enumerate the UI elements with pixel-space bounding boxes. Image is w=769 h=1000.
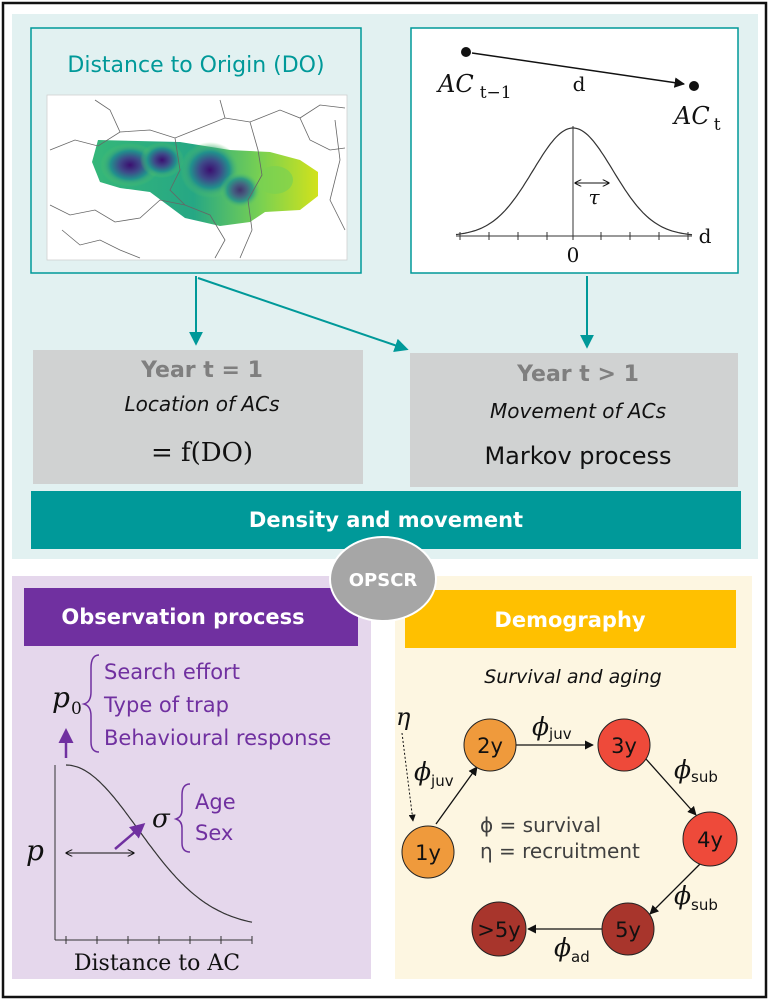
phi-juv-subscript-2: juv bbox=[548, 725, 572, 743]
density-hotspot bbox=[257, 166, 293, 194]
demography-diagram: η 1y 2y 3y 4y 5y >5y ϕjuv ϕjuv ϕsub ϕs bbox=[396, 703, 738, 966]
svg-text:ϕjuv: ϕjuv bbox=[532, 712, 572, 743]
phi-sub-subscript-2: sub bbox=[691, 896, 718, 914]
do-map bbox=[46, 94, 348, 261]
svg-text:ACt: AC t bbox=[672, 102, 721, 135]
legend-survival: ϕ = survival bbox=[480, 813, 601, 837]
year1-formula: = f(DO) bbox=[151, 438, 253, 468]
node-3y bbox=[597, 718, 651, 772]
demography-header bbox=[405, 590, 736, 648]
year1-title: Year t = 1 bbox=[140, 358, 263, 383]
opscr-hub-label: OPSCR bbox=[349, 570, 418, 591]
movement-diagram: AC t−1 AC t d τ 0 d bbox=[436, 47, 721, 267]
axis-d-label: d bbox=[699, 224, 712, 248]
node-5y-label: 5y bbox=[615, 918, 641, 942]
density-hotspot bbox=[220, 172, 260, 208]
movement-axis-ticks bbox=[459, 232, 689, 240]
map-borders bbox=[49, 99, 346, 259]
node-2y bbox=[463, 718, 517, 772]
p0-item-behavioural-response: Behavioural response bbox=[104, 726, 331, 750]
phi-sub-subscript-1: sub bbox=[691, 768, 718, 786]
node-3y-label: 3y bbox=[611, 734, 637, 758]
svg-text:ϕjuv: ϕjuv bbox=[414, 757, 454, 790]
year2-formula: Markov process bbox=[484, 442, 671, 470]
detection-diagram: p0 Search effort Type of trap Behavioura… bbox=[26, 654, 331, 976]
movement-kernel-curve bbox=[455, 127, 693, 236]
p0-label: p bbox=[52, 681, 70, 714]
arrow-1y-2y bbox=[435, 766, 478, 825]
detection-y-label: p bbox=[26, 834, 44, 867]
ac-current-point bbox=[689, 81, 699, 91]
phi-juv-label-2: ϕ bbox=[532, 712, 549, 741]
node-1y bbox=[401, 825, 455, 879]
movement-box bbox=[410, 27, 739, 274]
node-2y-label: 2y bbox=[477, 734, 503, 758]
detection-x-ticks bbox=[65, 936, 253, 944]
ac-prev-label: AC bbox=[436, 70, 474, 98]
arrow-3y-4y bbox=[645, 758, 697, 816]
arrow-do-to-year2 bbox=[197, 277, 409, 353]
eta-label: η bbox=[396, 703, 411, 731]
phi-sub-label-2: ϕ bbox=[674, 881, 691, 910]
sigma-brace bbox=[173, 783, 191, 853]
year2-subtitle: Movement of ACs bbox=[490, 399, 666, 423]
detection-curve bbox=[65, 764, 253, 923]
tau-label: τ bbox=[588, 185, 600, 209]
axis-zero-label: 0 bbox=[567, 243, 580, 267]
p0-item-type-of-trap: Type of trap bbox=[103, 693, 229, 717]
p0-brace bbox=[81, 654, 100, 753]
p0-item-search-effort: Search effort bbox=[104, 660, 240, 684]
node-5y bbox=[601, 902, 655, 956]
ac-current-subscript: t bbox=[714, 115, 721, 135]
phi-sub-label-1: ϕ bbox=[674, 755, 691, 784]
density-banner-label: Density and movement bbox=[249, 508, 523, 532]
demography-header-label: Demography bbox=[494, 608, 646, 632]
year1-box bbox=[33, 350, 363, 484]
ac-prev-subscript: t−1 bbox=[480, 83, 512, 103]
phi-ad-subscript: ad bbox=[571, 948, 590, 966]
demography-subtitle: Survival and aging bbox=[484, 666, 662, 688]
recruitment-arrow bbox=[401, 732, 416, 822]
svg-text:ϕsub: ϕsub bbox=[674, 755, 718, 786]
p0-subscript: 0 bbox=[71, 699, 82, 719]
density-hotspot bbox=[140, 142, 184, 178]
ac-current-label: AC bbox=[672, 102, 710, 130]
sigma-item-sex: Sex bbox=[195, 821, 233, 845]
legend-recruitment: η = recruitment bbox=[480, 839, 640, 863]
node-gt5y bbox=[471, 901, 527, 957]
year2-box bbox=[410, 353, 738, 487]
node-1y-label: 1y bbox=[415, 841, 441, 865]
displacement-arrow bbox=[471, 52, 686, 88]
node-gt5y-label: >5y bbox=[477, 918, 520, 942]
distance-label: d bbox=[573, 72, 586, 96]
detection-x-label: Distance to AC bbox=[74, 951, 240, 976]
phi-juv-subscript-1: juv bbox=[430, 772, 454, 790]
svg-text:ϕad: ϕad bbox=[554, 933, 590, 966]
arrow-4y-5y bbox=[649, 863, 701, 915]
year2-title: Year t > 1 bbox=[516, 362, 639, 387]
phi-ad-label: ϕ bbox=[554, 933, 571, 962]
do-title: Distance to Origin (DO) bbox=[67, 53, 324, 78]
ac-prev-point bbox=[461, 47, 471, 57]
sigma-item-age: Age bbox=[195, 790, 236, 814]
node-4y bbox=[682, 811, 738, 867]
node-4y-label: 4y bbox=[697, 828, 723, 852]
svg-text:ϕsub: ϕsub bbox=[674, 881, 718, 914]
opscr-hub bbox=[329, 536, 437, 622]
observation-header bbox=[24, 588, 358, 646]
sigma-arrow bbox=[114, 823, 146, 850]
svg-text:p0: p0 bbox=[52, 681, 82, 719]
year1-subtitle: Location of ACs bbox=[125, 392, 280, 416]
svg-text:ACt−1: AC t−1 bbox=[436, 70, 512, 103]
observation-header-label: Observation process bbox=[61, 605, 304, 629]
sigma-label: σ bbox=[152, 804, 171, 834]
phi-juv-label-1: ϕ bbox=[414, 757, 431, 786]
